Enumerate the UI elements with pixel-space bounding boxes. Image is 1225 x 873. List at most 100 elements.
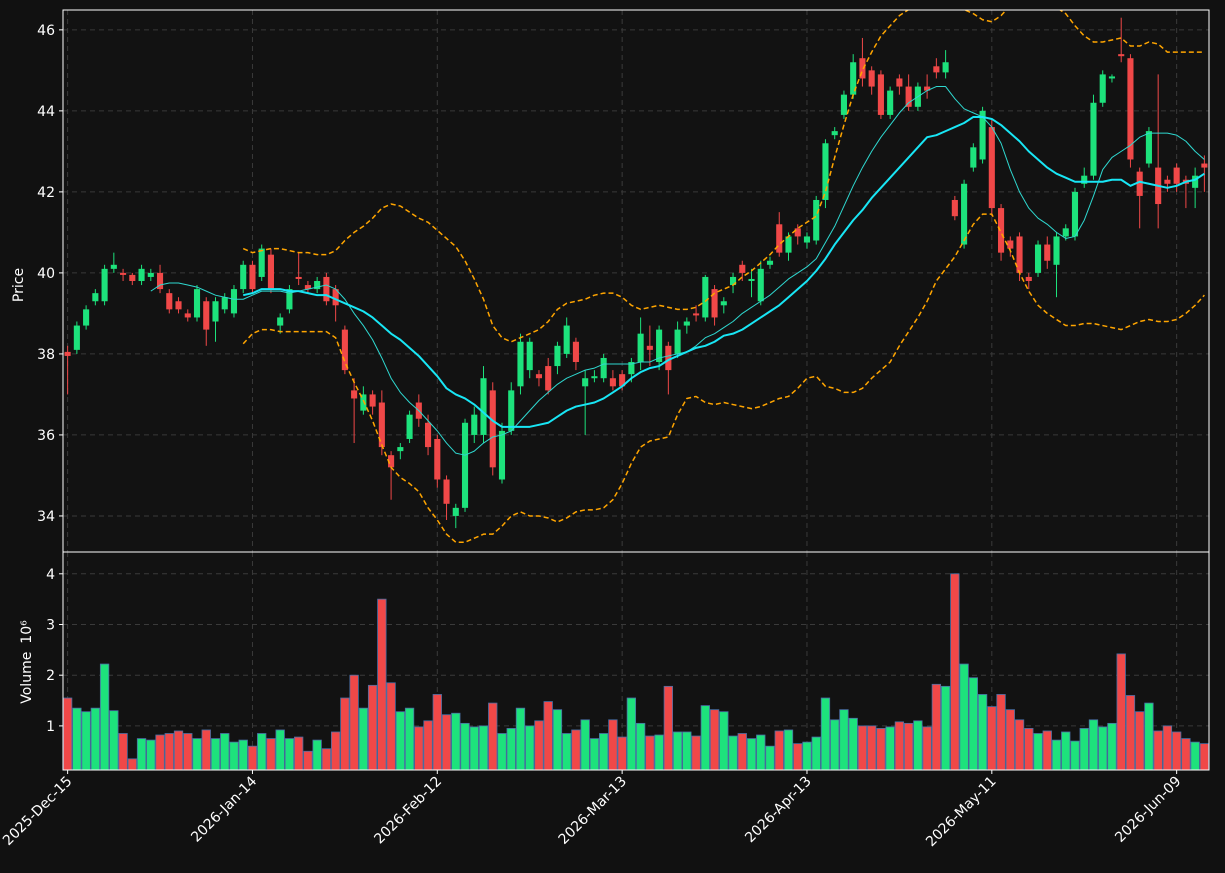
volume-bar [1172,731,1182,770]
candle-body [110,264,117,269]
candle-body [471,414,478,435]
volume-bar [996,694,1006,770]
volume-bar [432,694,442,770]
candle-body [933,66,940,73]
volume-bar [1107,722,1117,770]
volume-bar [229,741,239,770]
volume-bar [275,729,285,770]
candle-body [452,507,459,516]
candle-body [535,374,543,379]
volume-bar [746,738,757,770]
candle-body [360,394,367,411]
candle-body [637,333,644,363]
volume-bar [266,738,276,770]
y-tick-label: 36 [37,428,55,444]
y-tick-label: 1 [46,719,55,735]
volume-bar [709,709,720,770]
candle-body [970,147,977,168]
volume-bar [552,709,563,770]
candle-body [240,264,247,290]
candle-body [489,390,496,468]
volume-bar [257,733,267,770]
candle-body [101,268,108,302]
candle-body [166,293,173,310]
volume-bar [1190,741,1200,770]
candle-body [1164,179,1171,184]
volume-bar [1144,702,1154,770]
candle-body [461,422,469,508]
candle-body [609,378,616,387]
y-tick-label: 38 [37,347,55,363]
y-tick-label: 3 [46,617,55,633]
candle-body [545,366,552,391]
candle-body [1099,74,1106,103]
candle-body [702,276,709,318]
volume-bar [525,725,535,770]
candle-body [600,357,607,379]
candle-body [443,479,450,504]
moving-average [243,115,1205,428]
y-tick-label: 2 [46,668,55,684]
volume-bar [1135,711,1145,770]
candle-body [998,208,1005,253]
candle-body [397,447,404,452]
candle-body [249,264,256,290]
candle-body [739,264,746,273]
volume-bar [876,728,886,770]
candle-body [711,289,718,318]
y-tick-label: 42 [37,185,55,201]
y-tick-label: 34 [37,509,55,525]
candle-body [646,345,653,350]
volume-bar [728,735,738,770]
volume-bar [894,721,905,770]
volume-bar [127,758,137,770]
candle-body [1071,191,1079,237]
y-tick-label: 46 [37,23,55,39]
candle-body [1201,163,1208,168]
volume-bar [608,719,618,770]
candle-body [840,94,847,115]
volume-bar [839,709,849,770]
volume-bar [136,738,147,770]
candle-body [674,329,681,354]
volume-bar [1051,739,1062,770]
candle-body [175,301,182,310]
volume-bar [367,684,378,770]
volume-bar [793,743,803,770]
candle-body [351,390,358,399]
volume-axis-label: Volume 10⁶ [19,620,35,704]
candle-body [286,289,293,310]
volume-bar [81,711,91,770]
candle-body [988,127,995,209]
volume-bar [599,733,609,770]
volume-bar [220,733,230,770]
candle-body [1044,244,1051,261]
candle-body [230,289,238,314]
candle-body [961,183,968,245]
candle-body [1081,175,1088,184]
volume-bar [404,707,415,770]
volume-bar [330,731,341,770]
candle-body [1192,175,1199,188]
candle-body [905,86,912,107]
volume-bar [173,730,184,770]
volume-bar [1199,743,1209,770]
candle-body [591,376,598,379]
volume-bar [164,733,174,770]
volume-bar [867,725,877,770]
candle-body [729,276,737,286]
candle-body [212,301,219,322]
candle-body [498,430,506,480]
candle-body [203,301,210,330]
candle-body [582,378,589,387]
candle-body [1053,236,1060,265]
volume-frame [62,551,1210,771]
bollinger-band [242,213,1205,544]
candle-body [267,254,274,290]
candle-body [184,313,191,318]
volume-bar [63,697,73,770]
y-tick-label: 44 [37,104,55,120]
volume-bar [90,707,100,770]
volume-bar [1014,719,1025,770]
